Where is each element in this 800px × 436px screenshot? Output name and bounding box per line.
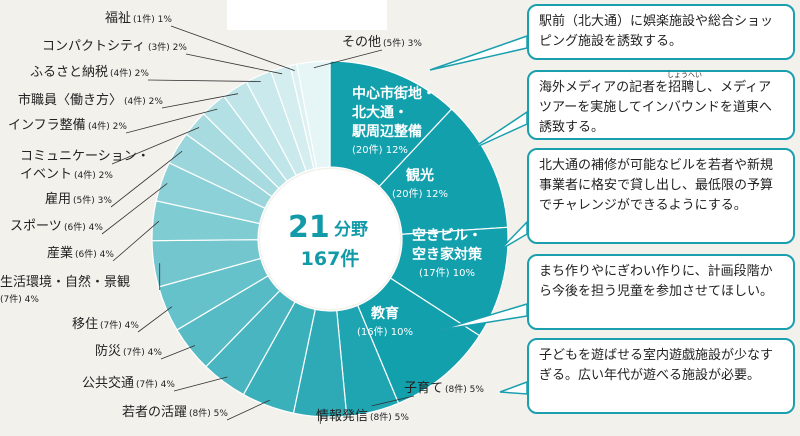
slice-label: スポーツ [10, 219, 62, 234]
comment-card: 北大通の補修が可能なビルを若者や新規事業者に格安で貸し出し、最低限の予算でチャレ… [527, 148, 795, 244]
slice-label: 雇用 [45, 191, 71, 207]
center-count: 21 [288, 210, 330, 245]
slice-value: (6件) 4% [75, 248, 114, 260]
leader-line [173, 376, 228, 392]
slice-value: (8件) 5% [189, 407, 228, 419]
slice-value: (7件) 4% [0, 293, 39, 305]
slice-label: 市職員〈働き方〉 [18, 92, 122, 108]
slice-value: (8件) 5% [370, 411, 409, 423]
leader-line [110, 150, 183, 208]
pie-slice [378, 108, 509, 235]
slice-label: その他 [342, 35, 381, 50]
slice-value: (7件) 4% [100, 319, 139, 331]
comment-text: 海外メディアの記者を招聘し、メディアツアーを実施してインバウンドを道東へ誘致する… [539, 80, 772, 135]
slice-label: 移住 [72, 317, 98, 332]
leader-line [112, 220, 160, 262]
slice-label: 子育て [404, 380, 443, 396]
slice-label: 空きビル・ [412, 227, 482, 244]
center-total: 167件 [301, 247, 360, 270]
slice-value: (7件) 4% [123, 346, 162, 358]
slice-label: 空き家対策 [412, 246, 483, 263]
leader-line [313, 49, 383, 69]
center-hole [260, 169, 400, 309]
callout-tail [429, 34, 528, 71]
comment-card: まち作りやにぎわい作りに、計画段階から今後を担う児童を参加させてほしい。 [527, 254, 795, 330]
comment-card: 子どもを遊ばせる室内遊戯施設が少なすぎる。広い年代が遊べる施設が必要。 [527, 338, 795, 414]
comment-text: 北大通の補修が可能なビルを若者や新規事業者に格安で貸し出し、最低限の予算でチャレ… [539, 158, 774, 213]
slice-value: (7件) 4% [136, 378, 175, 390]
slice-value: (4件) 2% [88, 120, 127, 132]
slice-label: 防災 [95, 343, 121, 359]
leader-line [147, 79, 261, 82]
slice-value: (5件) 3% [383, 37, 422, 49]
slice-label: 駅周辺整備 [352, 123, 422, 140]
leader-line [111, 127, 200, 165]
header-blank [227, 0, 387, 30]
leader-line [161, 93, 239, 109]
slice-label: コンパクトシティ [42, 39, 145, 54]
slice-label: 中心市街地・ [352, 85, 436, 102]
comment-text: 駅前（北大通）に娯楽施設や総合ショッピング施設を誘致する。 [539, 14, 774, 49]
leader-line [137, 306, 173, 333]
leader-line [185, 53, 283, 75]
comment-text: 子どもを遊ばせる室内遊戯施設が少なすぎる。広い年代が遊べる施設が必要。 [539, 348, 774, 383]
slice-label: 福祉 [105, 11, 131, 26]
slice-value: (16件) 10% [357, 326, 413, 338]
slice-value: (4件) 2% [124, 95, 163, 107]
slice-label: 観光 [406, 167, 434, 184]
leader-line [101, 183, 168, 235]
callout-tail [469, 110, 528, 151]
leader-line [371, 395, 415, 407]
slice-value: (8件) 5% [445, 383, 484, 395]
slice-value: (4件) 2% [110, 67, 149, 79]
slice-value: (1件) 1% [133, 13, 172, 25]
leader-line [160, 345, 196, 360]
slice-label: 北大通・ [352, 104, 408, 121]
leader-line [170, 25, 295, 72]
slice-label: 産業 [47, 245, 73, 261]
slice-value: (5件) 3% [73, 194, 112, 206]
slice-value: (4件) 2% [74, 169, 113, 181]
slice-label: 公共交通 [82, 375, 134, 391]
slice-value: (3件) 2% [148, 41, 187, 53]
center-unit: 分野 [334, 220, 368, 240]
comment-card: 海外メディアの記者を招聘し、メディアツアーを実施してインバウンドを道東へ誘致する… [527, 70, 795, 140]
comment-text: まち作りやにぎわい作りに、計画段階から今後を担う児童を参加させてほしい。 [539, 264, 774, 299]
slice-value: (17件) 10% [419, 267, 475, 279]
slice-label: インフラ整備 [8, 117, 86, 133]
slice-value: (20件) 12% [352, 144, 408, 156]
pie-slice [329, 60, 453, 188]
slice-value: (20件) 12% [392, 188, 448, 200]
comment-ruby: しょうへい [667, 71, 702, 79]
pie-slice [296, 60, 331, 169]
leader-line [226, 399, 270, 421]
callout-tail [499, 380, 528, 395]
leader-line [125, 108, 218, 134]
slice-label: 情報発信 [316, 409, 368, 424]
slice-label: コミュニケーション・ [20, 149, 150, 164]
slice-label: イベント [20, 167, 72, 182]
slice-label: 教育 [371, 305, 399, 322]
comment-card: 駅前（北大通）に娯楽施設や総合ショッピング施設を誘致する。 [527, 4, 795, 60]
slice-label: ふるさと納税 [30, 65, 108, 80]
slice-label: 若者の活躍 [122, 404, 187, 420]
slice-label: 生活環境・自然・景観 [0, 274, 130, 290]
slice-value: (6件) 4% [64, 221, 103, 233]
